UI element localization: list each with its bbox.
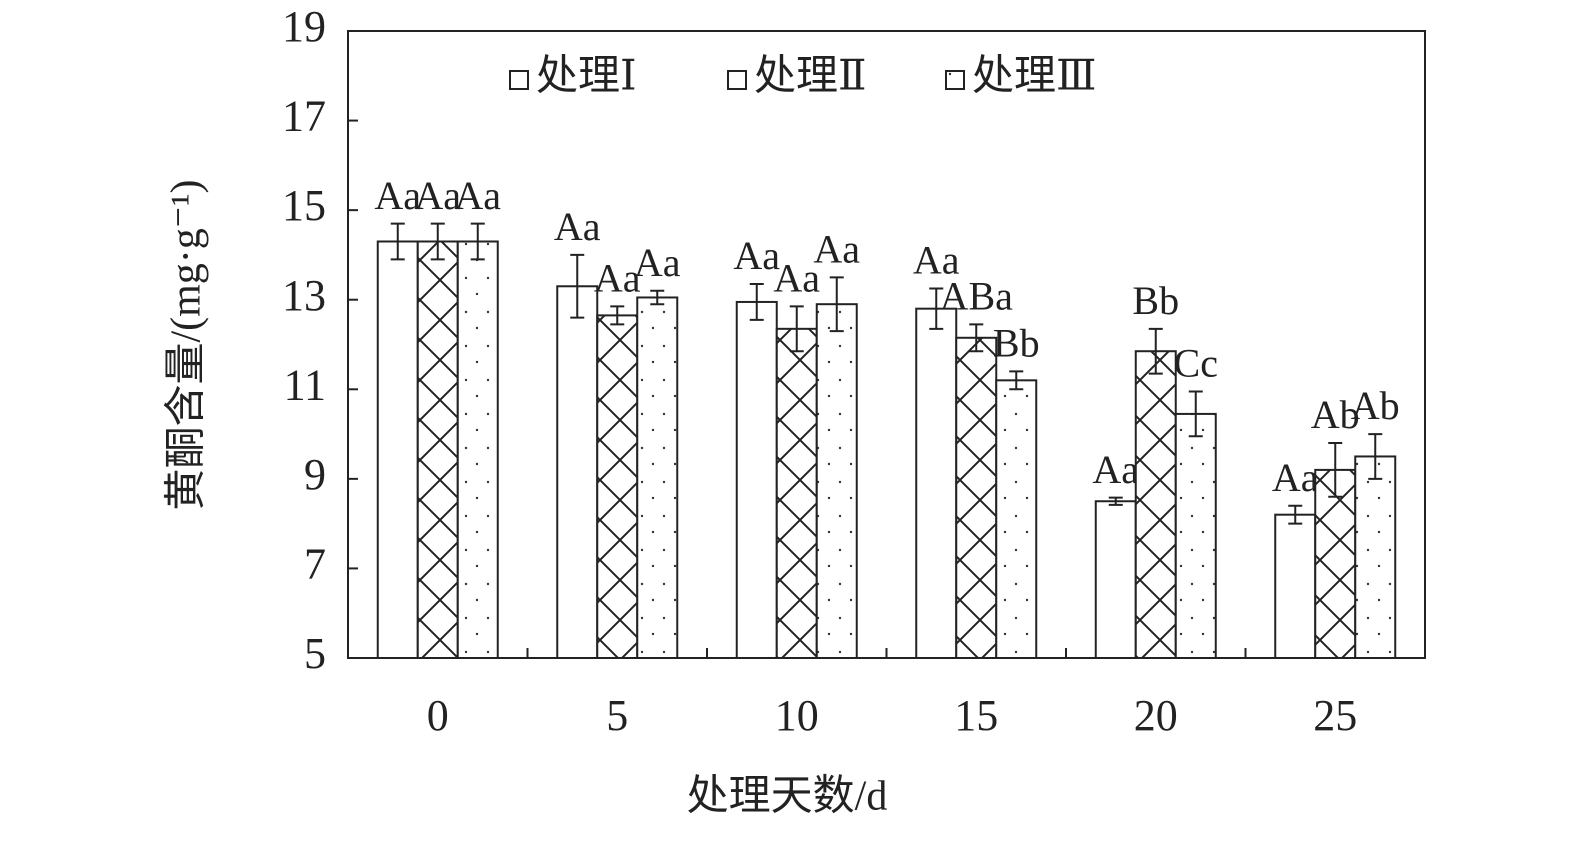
significance-letter: Aa [594,256,641,301]
y-tick-label: 15 [282,181,326,230]
legend-label: 处理Ⅰ [536,54,637,100]
x-tick-label: 5 [606,691,628,740]
bar [1094,500,1137,659]
x-axis-label: 处理天数/d [687,774,888,820]
significance-letter: Ab [1351,383,1400,428]
bar [735,300,778,659]
error-bar [470,222,485,261]
bar [1174,412,1217,659]
y-tick-label: 17 [282,92,326,141]
significance-letter: Aa [1272,455,1319,500]
error-bar [1009,370,1024,391]
legend-swatch [727,70,747,90]
significance-letter: Aa [913,238,960,283]
bar [1134,350,1177,659]
error-bar [929,287,944,330]
bar [1354,455,1397,660]
legend-label: 处理Ⅱ [754,54,867,100]
error-bar [1328,442,1343,498]
error-bar [1288,504,1303,525]
significance-letter: Bb [993,321,1040,366]
bar [775,327,818,659]
bar [955,336,998,659]
y-tick-label: 13 [282,271,326,320]
error-bar [1108,496,1123,506]
y-tick-label: 11 [284,360,326,409]
error-bar [390,222,405,261]
significance-letter: Aa [374,173,421,218]
error-bar [1148,327,1163,375]
significance-letter: Aa [414,173,461,218]
error-bar [829,276,844,333]
bar [636,296,679,659]
x-tick-label: 20 [1134,691,1178,740]
x-tick-label: 25 [1313,691,1357,740]
bar [1274,513,1317,660]
error-bar [650,289,665,306]
bar [915,307,958,659]
significance-letter: Aa [454,173,501,218]
significance-letter: Cc [1174,341,1218,386]
y-tick-label: 7 [304,540,326,589]
error-bar [749,283,764,321]
error-bar [1188,390,1203,438]
bar [416,240,459,659]
significance-letter: Bb [1132,278,1179,323]
bar [1314,468,1357,659]
bar [376,240,419,659]
error-bar [570,253,585,319]
y-tick-label: 5 [304,629,326,678]
error-bar [969,323,984,353]
significance-letter: Aa [733,233,780,278]
y-tick-label: 19 [282,2,326,51]
legend-label: 处理Ⅲ [972,54,1097,100]
significance-letter: Ab [1311,392,1360,437]
error-bar [430,222,445,261]
bar [815,303,858,659]
y-tick-label: 9 [304,450,326,499]
significance-letter: Aa [554,204,601,249]
significance-letter: Aa [634,240,681,285]
legend-swatch [945,70,965,90]
x-tick-label: 0 [427,691,449,740]
significance-letter: Aa [773,256,820,301]
bar [995,379,1038,659]
error-bar [1368,433,1383,480]
x-tick-label: 10 [775,691,819,740]
error-bar [789,305,804,353]
x-tick-label: 15 [954,691,998,740]
significance-letter: ABa [940,274,1014,319]
error-bar [610,305,625,326]
bar [596,314,639,659]
bar [556,285,599,659]
plot-frame [347,30,1426,659]
y-axis-label: 黄酮含量/(mg·g⁻¹) [164,179,210,510]
significance-letter: Aa [1092,447,1139,492]
bar [456,240,499,659]
significance-letter: Aa [813,226,860,271]
legend-swatch [509,70,529,90]
